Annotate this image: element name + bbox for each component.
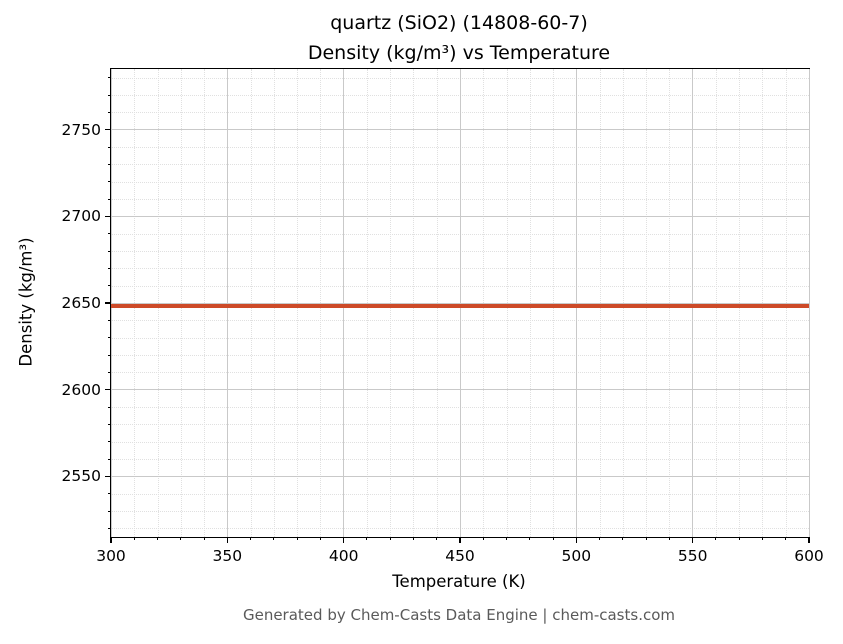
x-tick-mark [691,537,694,543]
chart-title-line2: Density (kg/m³) vs Temperature [307,42,611,64]
y-minor-tick-mark [108,267,111,269]
y-minor-tick-mark [108,510,111,512]
chart-title: quartz (SiO2) (14808-60-7) Density (kg/m… [110,8,808,68]
x-axis-label: Temperature (K) [392,572,526,591]
plot-area: 300 350 400 450 500 550 600 2550 2600 2650 2700 275… [62,68,824,565]
x-minor-tick-mark [738,537,740,540]
y-minor-tick-mark [108,319,111,321]
y-minor-tick-mark [108,458,111,460]
y-tick-label: 2650 [61,294,101,312]
x-tick-mark [226,537,229,543]
x-tick-label: 550 [677,547,708,565]
y-minor-tick-mark [108,371,111,373]
y-minor-tick-mark [108,354,111,356]
x-minor-tick-mark [203,537,205,540]
x-tick-label: 300 [96,547,126,565]
series-line-density [111,303,809,308]
y-tick-label: 2700 [61,207,101,226]
x-minor-tick-mark [761,537,763,540]
x-minor-tick-mark [180,537,182,540]
y-minor-tick-mark [108,527,111,529]
x-minor-tick-mark [133,537,135,540]
x-tick-mark [342,537,345,543]
major-gridline-vertical [808,69,810,537]
y-tick-mark [105,475,111,478]
y-minor-tick-mark [108,285,111,287]
x-minor-tick-mark [389,537,391,540]
x-minor-tick-mark [552,537,554,540]
x-minor-tick-mark [668,537,670,540]
y-minor-tick-mark [108,233,111,235]
y-tick-mark [105,215,111,218]
major-gridline-horizontal [111,215,809,217]
x-minor-tick-mark [529,537,531,540]
x-minor-tick-mark [785,537,787,540]
y-minor-tick-mark [108,423,111,425]
footer-caption: Generated by Chem-Casts Data Engine | ch… [242,606,676,624]
y-minor-tick-mark [108,146,111,148]
x-tick-label: 350 [212,547,243,565]
x-tick-mark [459,537,461,543]
x-tick-label: 450 [445,547,475,565]
y-tick-mark [105,388,111,391]
y-minor-tick-mark [108,77,111,79]
x-tick-mark [110,537,112,543]
y-minor-tick-mark [108,198,111,200]
x-minor-tick-mark [599,537,601,540]
y-minor-tick-mark [108,181,111,183]
y-minor-tick-mark [108,163,111,165]
x-tick-label: 500 [561,547,592,565]
major-gridline-horizontal [111,302,809,304]
x-tick-mark [575,537,578,543]
x-minor-tick-mark [622,537,624,540]
x-minor-tick-mark [296,537,298,540]
y-minor-tick-mark [108,441,111,443]
y-minor-tick-mark [108,406,111,408]
y-minor-tick-mark [108,94,111,96]
x-minor-tick-mark [273,537,275,540]
x-minor-tick-mark [645,537,647,540]
major-gridline-horizontal [111,389,809,391]
y-minor-tick-mark [108,111,111,113]
x-minor-tick-mark [366,537,368,540]
x-minor-tick-mark [412,537,414,540]
x-minor-tick-mark [482,537,484,540]
x-minor-tick-mark [157,537,159,540]
x-tick-label: 400 [328,547,359,565]
x-minor-tick-mark [250,537,252,540]
major-gridline-horizontal [111,129,809,131]
chart-title-line1: quartz (SiO2) (14808-60-7) [330,12,588,34]
y-minor-tick-mark [108,337,111,339]
y-minor-tick-mark [108,250,111,252]
x-minor-tick-mark [436,537,438,540]
y-tick-label: 2550 [61,467,101,486]
x-tick-label: 600 [794,547,824,565]
x-minor-tick-mark [715,537,717,540]
x-tick-mark [808,537,810,543]
x-minor-tick-mark [319,537,321,540]
y-minor-tick-mark [108,493,111,495]
y-tick-mark [105,128,111,131]
y-tick-label: 2600 [61,380,101,399]
y-tick-mark [105,302,111,304]
major-gridline-horizontal [111,475,809,477]
x-minor-tick-mark [506,537,508,540]
y-tick-label: 2750 [61,120,101,139]
